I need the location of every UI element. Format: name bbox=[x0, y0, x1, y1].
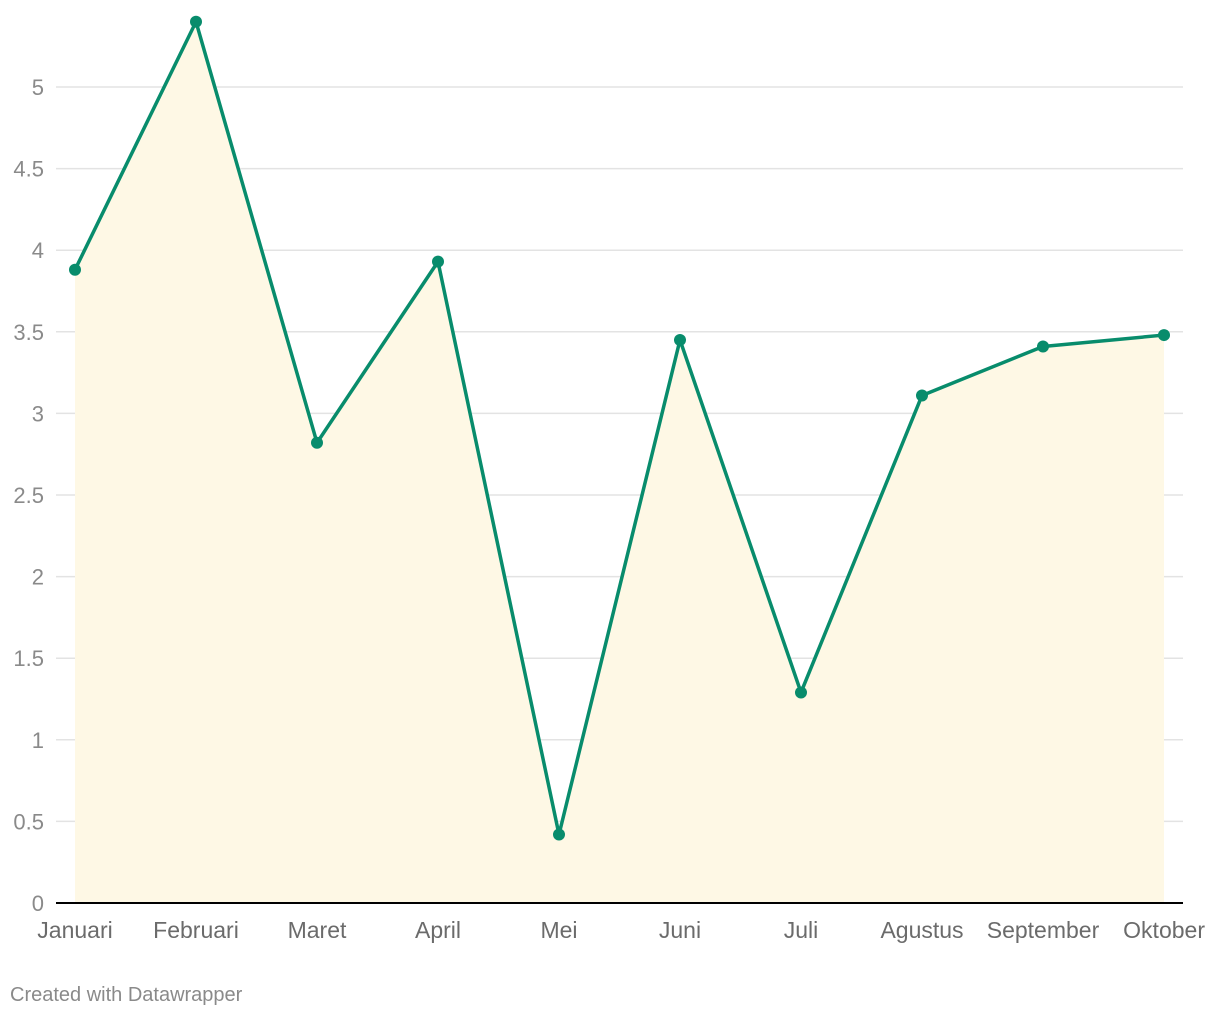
data-point-januari bbox=[69, 263, 81, 276]
data-point-april bbox=[432, 255, 444, 268]
y-tick-label-5: 5 bbox=[32, 75, 44, 100]
x-tick-label-januari: Januari bbox=[37, 917, 112, 943]
y-axis-ticks: 0 0.5 1 1.5 2 2.5 3 3.5 4 4.5 5 bbox=[13, 75, 44, 916]
x-tick-label-februari: Februari bbox=[153, 917, 239, 943]
y-tick-label-4-5: 4.5 bbox=[13, 157, 44, 182]
x-tick-label-mei: Mei bbox=[540, 917, 577, 943]
y-tick-label-1: 1 bbox=[32, 728, 44, 753]
series-line-layer bbox=[73, 19, 1166, 837]
data-point-september bbox=[1037, 340, 1049, 353]
data-point-juli bbox=[795, 686, 807, 699]
x-tick-label-juli: Juli bbox=[784, 917, 819, 943]
x-tick-label-oktober: Oktober bbox=[1123, 917, 1205, 943]
y-tick-label-1-5: 1.5 bbox=[13, 646, 44, 671]
x-tick-label-juni: Juni bbox=[659, 917, 701, 943]
data-point-februari bbox=[190, 15, 202, 28]
x-tick-label-september: September bbox=[987, 917, 1100, 943]
data-point-oktober bbox=[1158, 329, 1170, 342]
y-tick-label-0-5: 0.5 bbox=[13, 809, 44, 834]
series-line bbox=[73, 19, 1166, 837]
y-tick-label-3-5: 3.5 bbox=[13, 320, 44, 345]
y-tick-label-4: 4 bbox=[32, 238, 44, 263]
x-tick-label-agustus: Agustus bbox=[880, 917, 963, 943]
area-fill bbox=[75, 21, 1164, 904]
x-axis-ticks: Januari Februari Maret April Mei Juni Juli Agus… bbox=[37, 917, 1205, 943]
x-tick-label-april: April bbox=[415, 917, 461, 943]
area-layer bbox=[75, 21, 1164, 904]
data-point-agustus bbox=[916, 389, 928, 402]
y-tick-label-2-5: 2.5 bbox=[13, 483, 44, 508]
data-point-mei bbox=[553, 828, 565, 841]
y-tick-label-2: 2 bbox=[32, 565, 44, 590]
data-point-juni bbox=[674, 333, 686, 346]
data-points bbox=[69, 15, 1170, 841]
data-point-maret bbox=[311, 436, 323, 449]
y-tick-label-0: 0 bbox=[32, 891, 44, 916]
y-tick-label-3: 3 bbox=[32, 401, 44, 426]
x-tick-label-maret: Maret bbox=[288, 917, 347, 943]
datawrapper-credit[interactable]: Created with Datawrapper bbox=[10, 984, 243, 1006]
